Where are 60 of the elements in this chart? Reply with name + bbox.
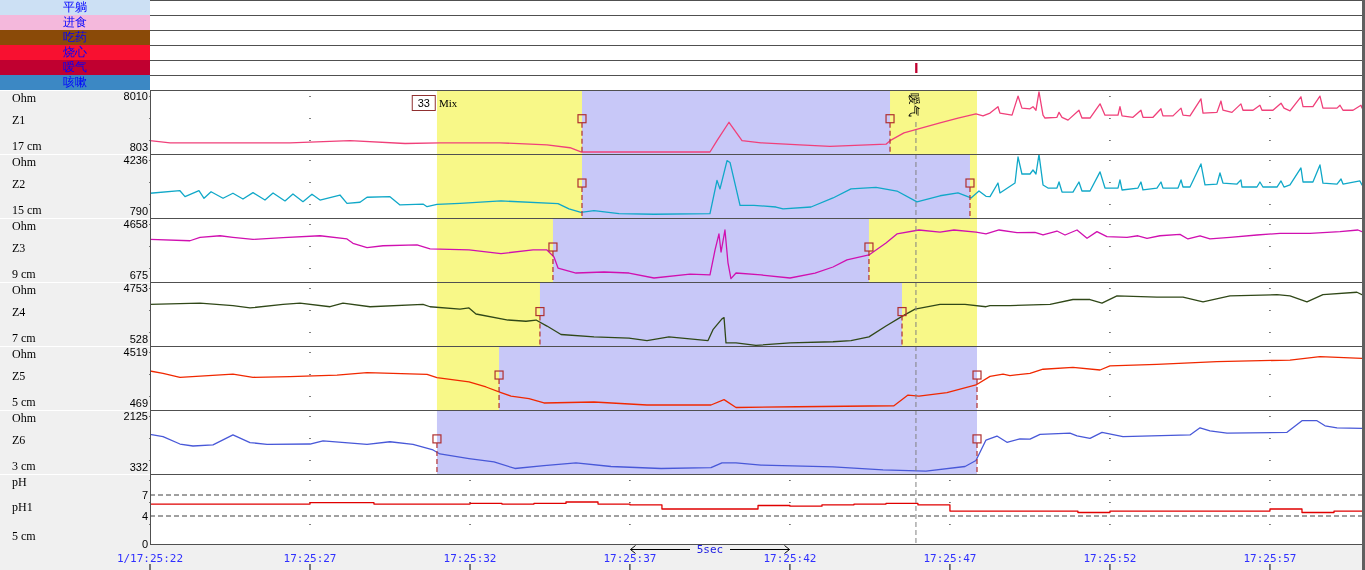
text: Ohm xyxy=(12,347,36,361)
y-tick-label: 7 xyxy=(141,489,148,501)
y-axis-title: Z1 xyxy=(12,113,26,127)
y-axis-title: Z5 xyxy=(12,369,26,383)
y-tick-label: 4236 xyxy=(123,153,148,166)
text: 9 cm xyxy=(12,267,36,281)
x-tick-label: 17:25:57 xyxy=(1243,552,1297,565)
text: 15 cm xyxy=(12,203,42,217)
line-series xyxy=(150,229,1362,280)
text: 17 cm xyxy=(12,139,42,153)
x-tick-label: 17:25:52 xyxy=(1083,552,1137,565)
x-tick-label: 17:25:27 xyxy=(283,552,337,565)
y-tick-label: 嗳气 xyxy=(63,60,87,75)
y-tick-label: 2125 xyxy=(123,410,148,422)
y-tick-label: 8010 xyxy=(123,90,148,102)
y-tick-label: 0 xyxy=(141,538,148,550)
x-tick-label: 17:25:32 xyxy=(443,552,497,565)
x-tick-label: 17:25:37 xyxy=(603,552,657,565)
annotation: Mix xyxy=(438,97,458,109)
y-tick-label: 平躺 xyxy=(63,0,87,15)
y-tick-label: 4 xyxy=(141,510,148,522)
y-tick-label: 332 xyxy=(129,461,148,473)
line-series xyxy=(150,420,1362,472)
text: Ohm xyxy=(12,91,36,105)
y-tick-label: 烧心 xyxy=(63,45,87,60)
y-tick-label: 803 xyxy=(129,141,148,153)
line-series xyxy=(150,291,1362,346)
y-tick-label: 469 xyxy=(129,397,148,409)
y-tick-label: 吃药 xyxy=(63,30,87,45)
y-axis-title: Z2 xyxy=(12,177,26,191)
text: pH xyxy=(12,475,27,489)
annotation: 33 xyxy=(411,95,436,111)
y-axis-title: pH1 xyxy=(12,500,33,514)
line-series xyxy=(150,91,1362,153)
x-tick-label: 1/17:25:22 xyxy=(116,552,184,565)
y-tick-label: 4753 xyxy=(123,282,148,294)
text: Ohm xyxy=(12,155,36,169)
line-series xyxy=(150,154,1362,215)
y-axis-title: Z3 xyxy=(12,241,26,255)
x-tick-label: 17:25:47 xyxy=(923,552,977,565)
x-tick-label: 17:25:42 xyxy=(763,552,817,565)
y-tick-label: 790 xyxy=(129,205,148,217)
text: Ohm xyxy=(12,219,36,233)
y-axis-title: Z6 xyxy=(12,433,26,447)
y-tick-label: 528 xyxy=(129,333,148,345)
y-tick-label: 4658 xyxy=(123,218,148,230)
line-series xyxy=(150,356,1362,409)
text: Ohm xyxy=(12,411,36,425)
ref-line-label: 嗳气 xyxy=(906,93,921,117)
y-tick-label: 675 xyxy=(129,269,148,281)
text: Ohm xyxy=(12,283,36,297)
y-tick-label: 4519 xyxy=(123,346,148,359)
annotation: 5sec xyxy=(696,542,724,556)
text: 5 cm xyxy=(12,395,36,409)
text: 7 cm xyxy=(12,331,36,345)
text: 3 cm xyxy=(12,459,36,473)
y-tick-label: 进食 xyxy=(63,15,87,30)
y-axis-title: Z4 xyxy=(12,305,26,319)
text: 5 cm xyxy=(12,529,36,543)
y-tick-label: 咳嗽 xyxy=(63,75,87,90)
